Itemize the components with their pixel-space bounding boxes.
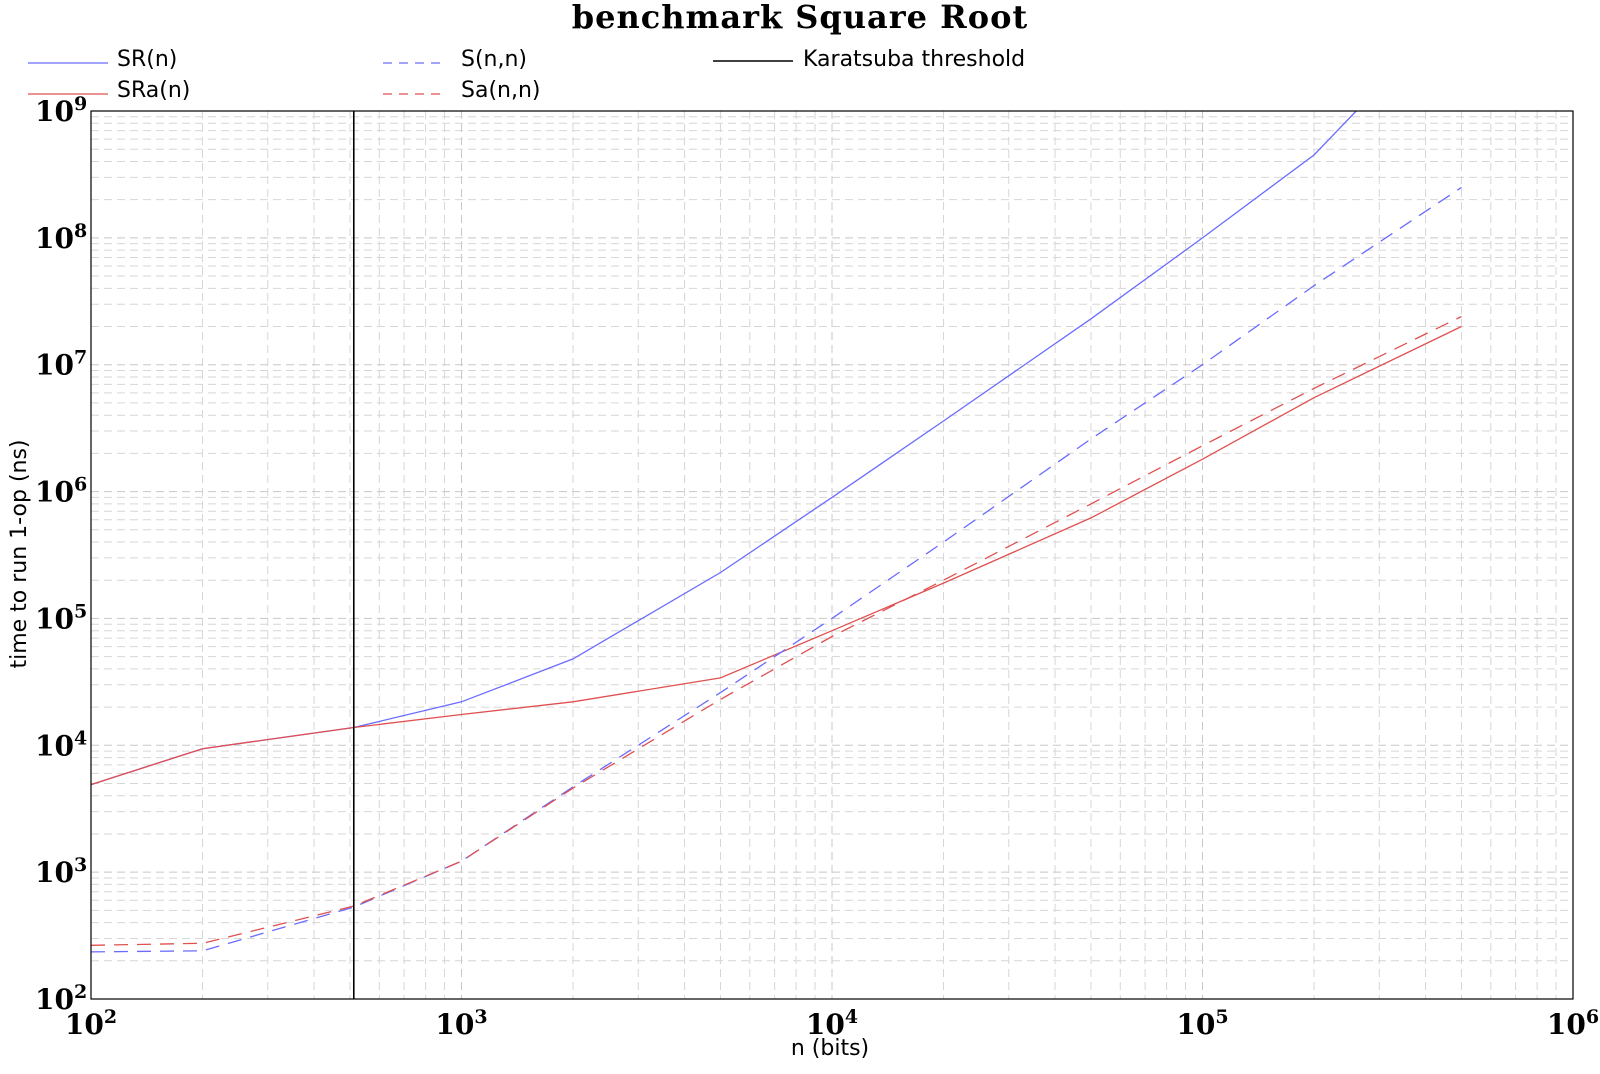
x-tick-label: 105 — [1176, 1006, 1228, 1041]
y-tick-exponent: 3 — [74, 854, 87, 876]
plot-frame — [90, 110, 1574, 1000]
plot-lines — [90, 110, 1462, 953]
y-tick-base: 10 — [35, 602, 74, 635]
y-tick-base: 10 — [35, 349, 74, 382]
x-tick-exponent: 5 — [1215, 1006, 1228, 1028]
legend-label-sra: SRa(n) — [117, 78, 190, 103]
y-tick-base: 10 — [35, 856, 74, 889]
x-tick-label: 106 — [1547, 1006, 1599, 1041]
y-tick-label: 103 — [35, 854, 87, 889]
y-tick-exponent: 8 — [74, 220, 87, 242]
y-tick-label: 102 — [35, 981, 87, 1016]
y-tick-base: 10 — [35, 222, 74, 255]
y-tick-label: 106 — [35, 474, 87, 509]
y-tick-label: 107 — [35, 347, 87, 382]
x-tick-exponent: 3 — [474, 1006, 487, 1028]
x-tick-label: 102 — [65, 1006, 117, 1041]
x-axis-label: n (bits) — [791, 1036, 869, 1061]
legend-label-sa: Sa(n,n) — [461, 78, 541, 103]
y-tick-base: 10 — [35, 476, 74, 509]
series-line-sa-n-n — [90, 315, 1462, 946]
x-tick-base: 10 — [65, 1008, 104, 1041]
y-tick-base: 10 — [35, 729, 74, 762]
y-tick-label: 108 — [35, 220, 87, 255]
y-tick-label: 105 — [35, 600, 87, 635]
x-tick-base: 10 — [1547, 1008, 1586, 1041]
y-tick-label: 104 — [35, 727, 87, 762]
x-tick-exponent: 4 — [845, 1006, 858, 1028]
y-tick-base: 10 — [35, 983, 74, 1016]
y-tick-exponent: 7 — [74, 347, 87, 369]
series-line-sra-n — [90, 325, 1462, 786]
legend-label-s: S(n,n) — [461, 47, 527, 72]
y-tick-label: 109 — [35, 93, 87, 128]
x-tick-base: 10 — [435, 1008, 474, 1041]
series-line-s-n-n — [90, 186, 1462, 953]
legend: SR(n) SRa(n) S(n,n) Sa(n,n) Karatsuba th… — [28, 47, 1025, 103]
y-tick-exponent: 9 — [74, 93, 87, 115]
x-tick-exponent: 2 — [104, 1006, 117, 1028]
chart-title: benchmark Square Root — [572, 0, 1028, 36]
x-tick-exponent: 6 — [1586, 1006, 1599, 1028]
x-tick-base: 10 — [1176, 1008, 1215, 1041]
y-tick-base: 10 — [35, 95, 74, 128]
x-tick-labels: 102 103 104 105 106 — [65, 1006, 1599, 1041]
y-tick-exponent: 5 — [74, 600, 87, 622]
y-tick-exponent: 6 — [74, 474, 87, 496]
y-axis-label: time to run 1-op (ns) — [7, 439, 32, 668]
x-tick-label: 104 — [806, 1006, 858, 1041]
legend-label-threshold: Karatsuba threshold — [803, 47, 1025, 72]
x-tick-base: 10 — [806, 1008, 845, 1041]
x-tick-label: 103 — [435, 1006, 487, 1041]
y-tick-exponent: 2 — [74, 981, 87, 1003]
y-tick-exponent: 4 — [74, 727, 87, 749]
legend-label-sr: SR(n) — [117, 47, 177, 72]
grid — [91, 111, 1573, 999]
